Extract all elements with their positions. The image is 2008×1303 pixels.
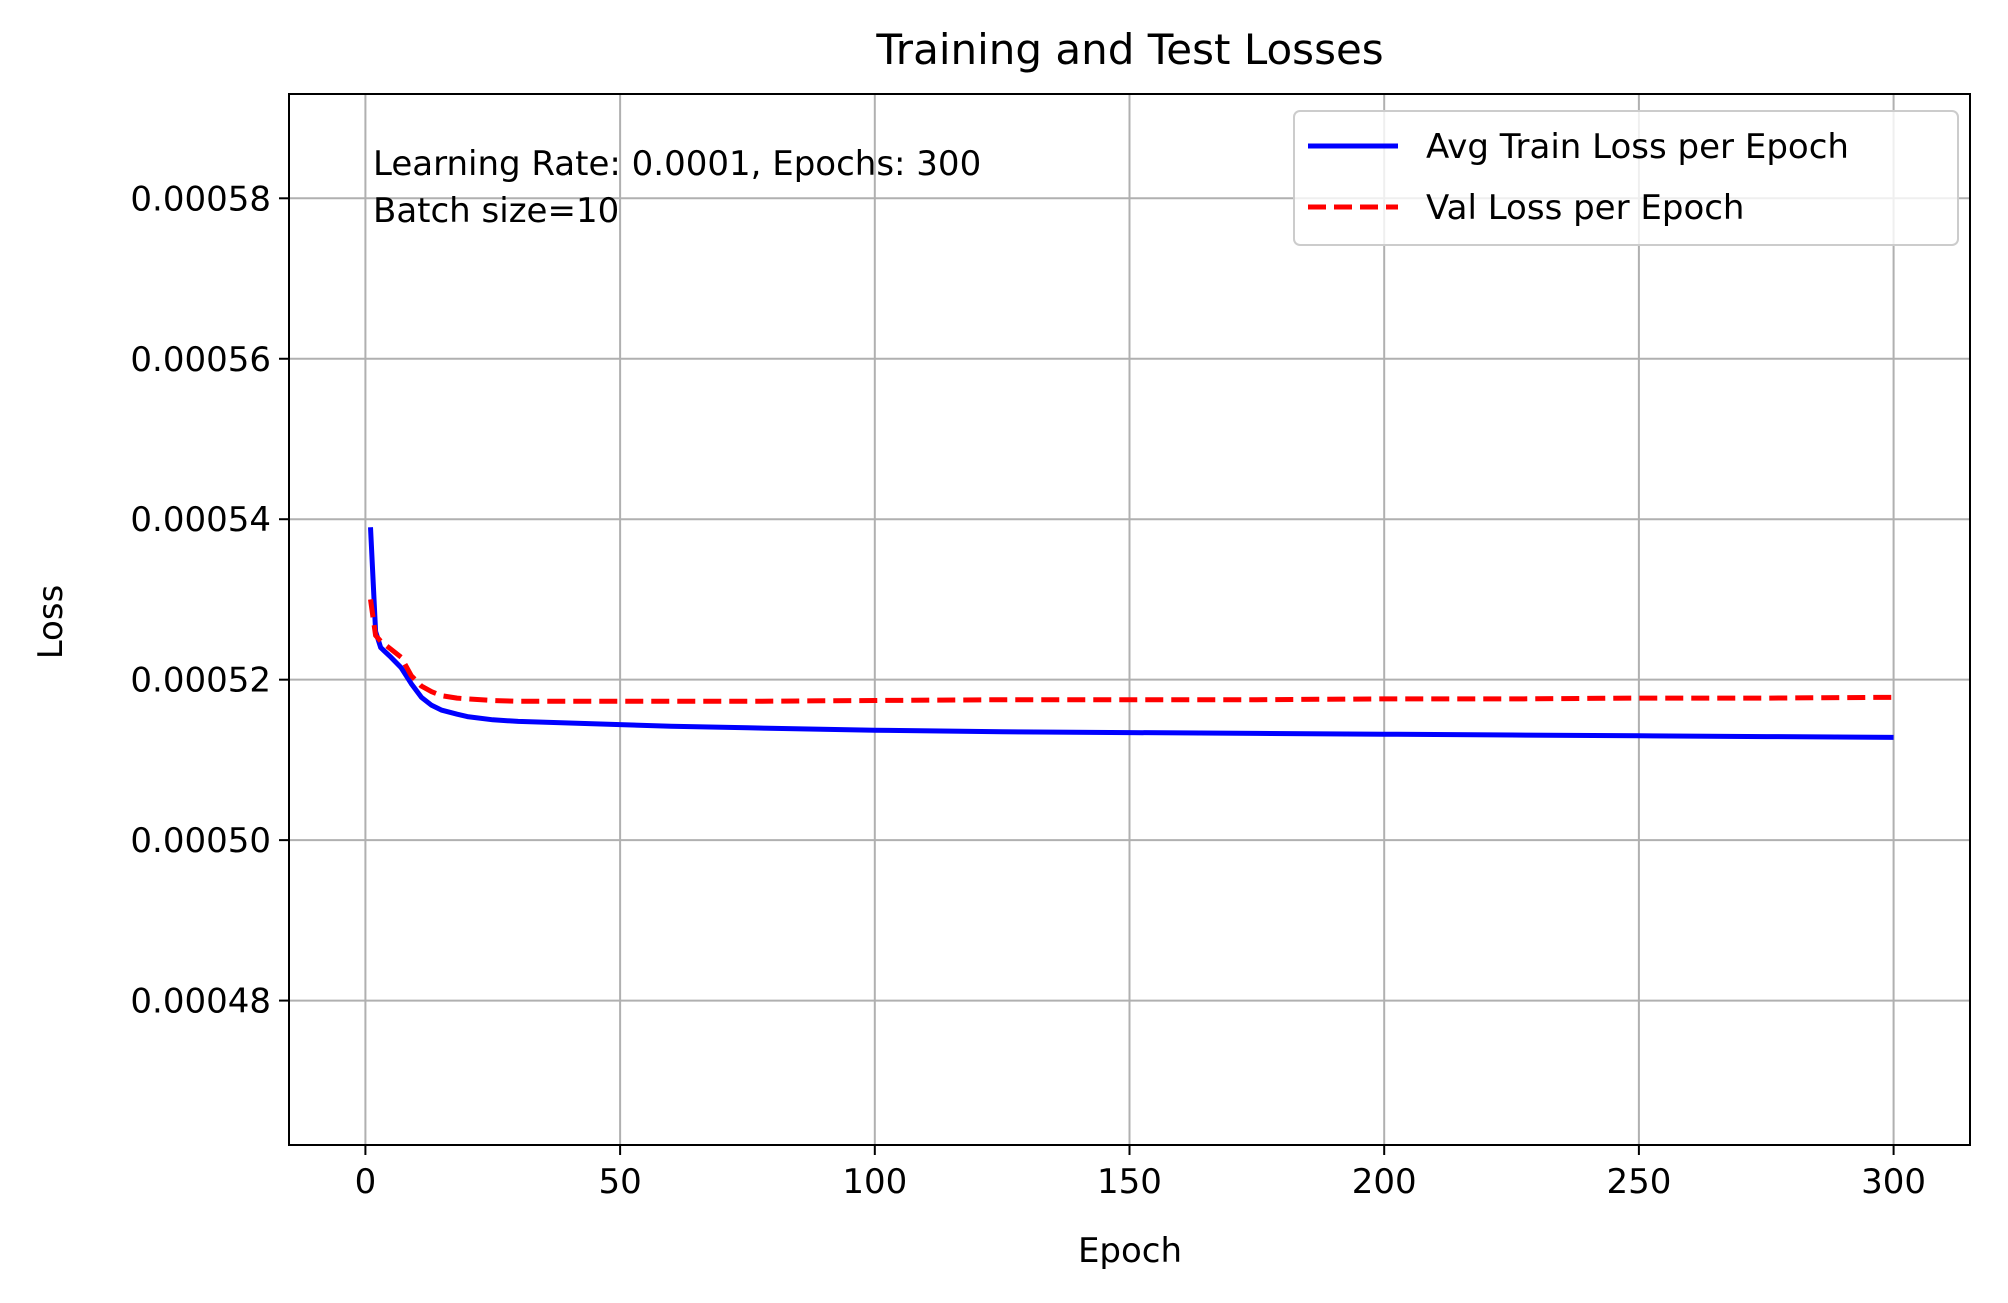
chart-title: Training and Test Losses xyxy=(875,25,1383,74)
x-tick-label: 250 xyxy=(1606,1162,1671,1202)
x-tick-label: 100 xyxy=(842,1162,907,1202)
y-tick-label: 0.00048 xyxy=(130,982,271,1022)
x-tick-label: 300 xyxy=(1861,1162,1926,1202)
y-tick-label: 0.00052 xyxy=(130,661,271,701)
x-axis-label: Epoch xyxy=(1078,1231,1182,1271)
legend-label-train: Avg Train Loss per Epoch xyxy=(1426,127,1849,167)
x-tick-label: 200 xyxy=(1352,1162,1417,1202)
x-tick-label: 50 xyxy=(598,1162,641,1202)
x-axis-ticks: 0 50 100 150 200 250 300 xyxy=(355,1145,1926,1202)
y-tick-label: 0.00050 xyxy=(130,821,271,861)
y-tick-label: 0.00054 xyxy=(130,500,271,540)
y-axis-ticks: 0.00048 0.00050 0.00052 0.00054 0.00056 0.000… xyxy=(130,179,289,1022)
y-tick-label: 0.00058 xyxy=(130,179,271,219)
grid-lines xyxy=(289,94,1970,1145)
annotation-text-line-1: Learning Rate: 0.0001, Epochs: 300 xyxy=(373,144,981,184)
x-tick-label: 0 xyxy=(355,1162,377,1202)
y-axis-label: Loss xyxy=(31,585,71,660)
x-tick-label: 150 xyxy=(1097,1162,1162,1202)
legend-label-val: Val Loss per Epoch xyxy=(1426,188,1744,228)
series-line-val xyxy=(368,599,1894,704)
series-lines xyxy=(368,527,1894,740)
legend-box xyxy=(1293,110,1959,246)
legend: Avg Train Loss per Epoch Val Loss per Ep… xyxy=(1293,110,1959,246)
annotation-text-line-2: Batch size=10 xyxy=(373,191,619,231)
y-tick-label: 0.00056 xyxy=(130,340,271,380)
series-line-train xyxy=(368,527,1894,740)
